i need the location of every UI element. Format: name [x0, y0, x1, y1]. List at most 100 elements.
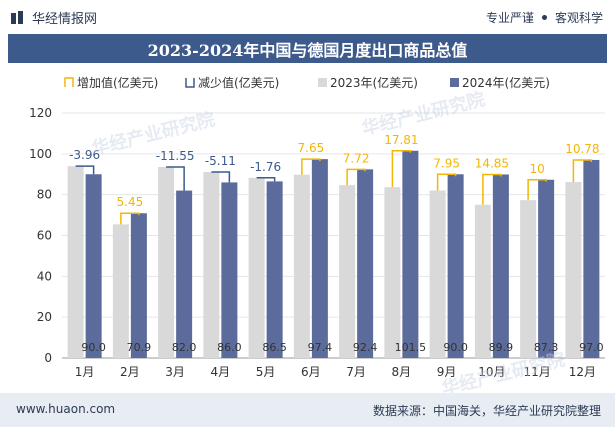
y-tick-label: 0 [44, 351, 52, 365]
legend-swatch [450, 78, 459, 87]
legend-label: 减少值(亿美元) [198, 75, 279, 90]
increase-bracket [120, 212, 140, 225]
bar-2024 [583, 159, 600, 358]
change-label: 10 [529, 162, 544, 176]
change-label: 7.65 [298, 141, 325, 155]
legend-increase-swatch [64, 77, 74, 87]
bar-2024 [447, 174, 464, 358]
x-tick-label: 1月 [75, 365, 95, 379]
bar-value-label: 97.0 [579, 341, 604, 354]
decrease-bracket [166, 166, 185, 191]
brand-name: 华经情报网 [32, 12, 98, 27]
bar-value-label: 101.5 [395, 341, 427, 354]
dot-separator-icon [541, 15, 547, 20]
bar-2023 [293, 174, 310, 358]
tagline: 专业严谨 客观科学 [486, 9, 603, 26]
change-label: -1.76 [250, 160, 281, 174]
bar-2023 [248, 177, 265, 358]
x-tick-label: 7月 [346, 365, 366, 379]
bar-value-label: 70.9 [127, 341, 152, 354]
x-tick-label: 9月 [437, 365, 457, 379]
decrease-bracket [211, 171, 231, 183]
x-tick-label: 11月 [523, 365, 550, 379]
brand-logo-icon [11, 10, 23, 24]
change-label: -11.55 [156, 149, 195, 163]
bar-2024 [266, 181, 283, 358]
x-tick-label: 3月 [165, 365, 185, 379]
bar-2024 [492, 174, 509, 358]
bar-2024 [538, 179, 555, 358]
increase-bracket [346, 168, 366, 186]
top-bar: 华经情报网 专业严谨 客观科学 [0, 0, 615, 34]
footer-url[interactable]: www.huaon.com [16, 402, 116, 416]
legend-swatch [318, 78, 327, 87]
x-tick-label: 10月 [478, 365, 505, 379]
change-label: 17.81 [384, 133, 418, 147]
bar-2023 [384, 187, 401, 358]
legend-label: 2024年(亿美元) [462, 75, 550, 90]
bar-2023 [474, 204, 491, 358]
footer: www.huaon.com 数据来源：中国海关，华经产业研究院整理 [0, 393, 615, 427]
change-label: 7.95 [433, 156, 460, 170]
bar-2024 [357, 169, 374, 358]
bar-2023 [67, 166, 84, 358]
increase-bracket [572, 159, 593, 182]
bar-value-label: 90.0 [443, 341, 468, 354]
bar-value-label: 86.5 [262, 341, 287, 354]
bar-2023 [339, 185, 356, 358]
x-tick-label: 12月 [569, 365, 596, 379]
bar-2024 [130, 213, 147, 358]
legend-label: 2023年(亿美元) [330, 75, 418, 90]
bar-value-label: 97.4 [308, 341, 333, 354]
chart-title: 2023-2024年中国与德国月度出口商品总值 [8, 34, 607, 63]
bar-value-label: 90.0 [81, 341, 106, 354]
increase-bracket [527, 179, 547, 201]
bar-value-label: 92.4 [353, 341, 378, 354]
bar-2023 [520, 200, 537, 358]
x-tick-label: 4月 [211, 365, 231, 379]
bar-2023 [112, 224, 129, 358]
bar-chart: 增加值(亿美元) 减少值(亿美元) 2023年(亿美元) 2024年(亿美元) 0 20 4… [29, 75, 605, 379]
increase-bracket [391, 150, 412, 188]
y-tick-label: 20 [37, 310, 52, 324]
bar-2024 [85, 174, 102, 358]
change-label: -3.96 [69, 148, 100, 162]
change-label: -5.11 [205, 154, 236, 168]
increase-bracket [482, 173, 502, 205]
legend-decrease-swatch [185, 78, 195, 88]
x-tick-label: 6月 [301, 365, 321, 379]
bar-value-label: 89.9 [489, 341, 514, 354]
bar-2024 [176, 190, 193, 358]
bar-2023 [158, 167, 175, 358]
change-label: 10.78 [565, 142, 599, 156]
bar-value-label: 82.0 [172, 341, 197, 354]
y-tick-label: 100 [29, 147, 52, 161]
y-tick-label: 120 [29, 106, 52, 120]
bar-2023 [203, 171, 220, 358]
footer-source: 数据来源：中国海关，华经产业研究院整理 [372, 404, 601, 418]
bar-2024 [311, 159, 328, 358]
bar-2024 [221, 182, 238, 358]
increase-bracket [301, 158, 321, 175]
y-tick-label: 60 [37, 229, 52, 243]
change-label: 5.45 [117, 195, 144, 209]
decrease-bracket [256, 177, 276, 182]
bar-2024 [402, 150, 419, 358]
x-tick-label: 2月 [120, 365, 140, 379]
legend-label: 增加值(亿美元) [77, 75, 158, 90]
decrease-bracket [75, 165, 95, 175]
tagline-1: 专业严谨 [485, 11, 534, 25]
change-label: 14.85 [475, 156, 509, 170]
change-label: 7.72 [343, 151, 370, 165]
tagline-2: 客观科学 [554, 11, 603, 25]
bar-value-label: 87.3 [534, 341, 559, 354]
x-tick-label: 8月 [392, 365, 412, 379]
y-tick-label: 80 [37, 188, 52, 202]
bar-value-label: 86.0 [217, 341, 242, 354]
increase-bracket [436, 173, 457, 191]
y-tick-label: 40 [37, 269, 52, 283]
x-tick-label: 5月 [256, 365, 276, 379]
brand[interactable]: 华经情报网 [10, 8, 97, 27]
bar-2023 [565, 181, 582, 358]
bar-2023 [429, 190, 446, 358]
